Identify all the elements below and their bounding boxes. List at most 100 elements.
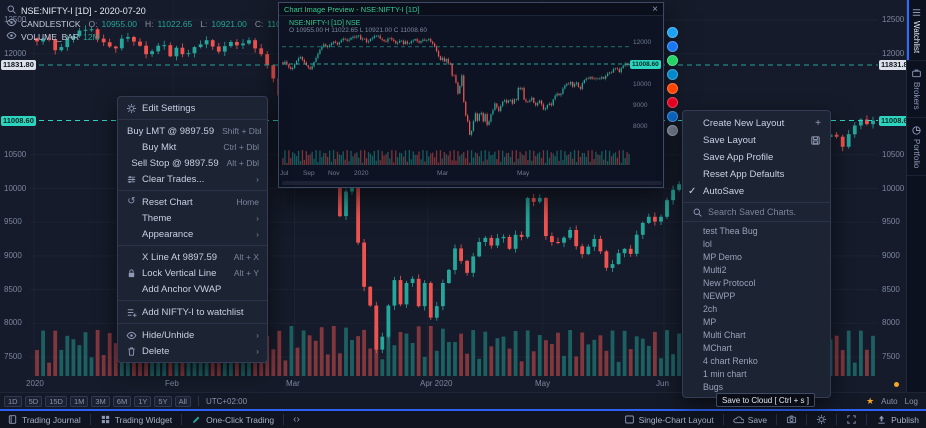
share-pinterest-icon[interactable] [667,97,678,108]
menu-item-label: Add Anchor VWAP [142,283,222,295]
series-visibility-slot[interactable] [6,17,17,30]
menu-item-add-nifty-i-to-watchlist[interactable]: Add NIFTY-I to watchlist [118,304,267,320]
statusbar-toggle-auto[interactable]: Auto [881,396,898,406]
popup-titlebar[interactable]: Chart Image Preview - NSE:NIFTY-I [1D] × [279,3,663,16]
saved-chart-bugs[interactable]: Bugs [703,381,724,392]
timeframe-button-5d[interactable]: 5D [24,395,43,407]
menu-item-icon-slot [124,330,139,341]
share-telegram-icon[interactable] [667,69,678,80]
layout-menu-item-label: Save App Profile [703,152,774,163]
statusbar-toggle-log[interactable]: Log [904,396,918,406]
snapshot-popup[interactable]: Chart Image Preview - NSE:NIFTY-I [1D] ×… [278,2,664,188]
statusbar-single-chart-layout[interactable]: Single-Chart Layout [624,414,714,425]
eye-icon[interactable] [6,17,17,28]
time-axis[interactable]: 2020 Feb Mar Apr 2020 May Jun [0,378,906,390]
menu-item-icon-slot [124,346,139,357]
statusbar-trading-journal[interactable]: Trading Journal [7,414,81,425]
gear-icon [816,414,827,425]
mini-price-label: 9000 [633,102,648,109]
share-facebook-icon[interactable] [667,41,678,52]
menu-item-clear-trades[interactable]: Clear Trades... › [118,171,267,187]
statusbar-gear[interactable] [816,414,827,425]
saved-chart-4-chart-renko[interactable]: 4 chart Renko [703,355,758,366]
share-linkedin-icon[interactable] [667,111,678,122]
sidebar-tab-brokers[interactable]: Brokers [907,61,926,118]
saved-chart-1-min-chart[interactable]: 1 min chart [703,368,747,379]
share-reddit-icon[interactable] [667,83,678,94]
saved-chart-lol[interactable]: lol [703,238,712,249]
saved-chart-mp-demo[interactable]: MP Demo [703,251,742,262]
candlestick-series-row[interactable]: CANDLESTICK O: 10955.00 H: 11022.65 L: 1092… [6,17,302,30]
menu-item-x-line-at-9897-59[interactable]: X Line At 9897.59 Alt + X [118,249,267,265]
timeframe-button-6m[interactable]: 6M [112,395,132,407]
statusbar-camera[interactable] [786,414,797,425]
menu-item-reset-chart[interactable]: ↺ Reset Chart Home [118,194,267,210]
saved-chart-mp[interactable]: MP [703,316,717,327]
menu-item-label: Delete [142,345,170,357]
saved-chart-newpp[interactable]: NEWPP [703,290,736,301]
close-icon[interactable]: × [652,3,658,15]
widget-icon [100,414,111,425]
saved-chart-multi-chart[interactable]: Multi Chart [703,329,746,340]
menu-item-appearance[interactable]: Appearance › [118,226,267,242]
time-label: 2020 [26,379,44,388]
share-whatsapp-icon[interactable] [667,55,678,66]
menu-item-sell-stop-9897-59[interactable]: Sell Stop @ 9897.59 Alt + Dbl [118,155,267,171]
share-email-icon[interactable] [667,125,678,136]
timeframe-button-5y[interactable]: 5Y [154,395,172,407]
saved-charts-search[interactable]: Search Saved Charts. [683,202,830,222]
layout-menu-item-save-app-profile[interactable]: Save App Profile [683,149,830,166]
menu-item-hide-unhide[interactable]: Hide/Unhide › [118,327,267,343]
statusbar-save[interactable]: Save [733,414,767,425]
statusbar-one-click-trading[interactable]: One-Click Trading [191,414,274,425]
timeframe-button-15d[interactable]: 15D [45,395,67,407]
sidebar-tab-portfolio[interactable]: Portfolio [907,118,926,177]
symbol-title-row[interactable]: NSE:NIFTY-I [1D] - 2020-07-20 [6,4,302,17]
menu-divider [118,323,267,324]
price-label: 10500 [882,150,905,159]
left-price-axis[interactable]: 12500 12000 10500 10000 9500 9000 8500 8000 7500… [0,0,36,392]
timezone-label[interactable]: UTC+02:00 [205,396,248,406]
share-twitter-icon[interactable] [667,27,678,38]
statusbar-code[interactable]: ‹› [293,414,300,425]
timeframe-button-3m[interactable]: 3M [91,395,110,407]
menu-item-add-anchor-vwap[interactable]: Add Anchor VWAP [118,281,267,297]
mini-scrollbar[interactable] [282,181,662,185]
mini-chart [282,33,630,165]
saved-chart-mchart[interactable]: MChart [703,342,732,353]
layout-menu-item-create-new-layout[interactable]: Create New Layout + [683,115,830,132]
timeframe-button-1y[interactable]: 1Y [134,395,152,407]
menu-item-buy-mkt[interactable]: Buy Mkt Ctrl + Dbl [118,139,267,155]
layout-menu-item-autosave[interactable]: ✓ AutoSave [683,183,830,200]
saved-chart-multi2[interactable]: Multi2 [703,264,727,275]
statusbar-expand[interactable] [846,414,857,425]
menu-item-lock-vertical-line[interactable]: Lock Vertical Line Alt + Y [118,265,267,281]
statusbar-publish[interactable]: Publish [876,414,919,425]
price-label: 12000 [4,49,27,58]
volume-visibility-slot[interactable] [6,30,17,43]
menu-divider [118,245,267,246]
close-icon[interactable]: × [652,4,658,15]
saved-chart-2ch[interactable]: 2ch [703,303,718,314]
timeframe-button-all[interactable]: All [174,395,191,407]
timeframe-button-1d[interactable]: 1D [4,395,22,407]
sidebar-tab-watchlist[interactable]: Watchlist [907,0,926,62]
check-icon: ✓ [688,185,697,197]
menu-item-delete[interactable]: Delete › [118,343,267,359]
star-icon[interactable]: ★ [866,395,875,406]
menu-item-theme[interactable]: Theme › [118,210,267,226]
divider [836,414,838,425]
layout-menu-item-reset-app-defaults[interactable]: Reset App Defaults [683,166,830,183]
menu-item-buy-lmt-9897-59[interactable]: Buy LMT @ 9897.59 Shift + Dbl [118,123,267,139]
layout-menu-item-save-layout[interactable]: Save Layout [683,132,830,149]
high-value: 11022.65 [157,18,193,29]
statusbar-trading-widget[interactable]: Trading Widget [100,414,172,425]
right-sidebar-tabs: Watchlist Brokers Portfolio [906,0,926,392]
timeframe-button-1m[interactable]: 1M [69,395,89,407]
saved-chart-test-thea-bug[interactable]: test Thea Bug [703,225,758,236]
volume-series-row[interactable]: VOLUME_BAR 12M [6,30,302,43]
right-price-axis[interactable]: 12500 12000 10500 10000 9500 9000 8500 8000 7500… [878,0,914,392]
eye-icon[interactable] [6,30,17,41]
menu-item-edit-settings[interactable]: Edit Settings [118,100,267,116]
saved-chart-new-protocol[interactable]: New Protocol [703,277,756,288]
